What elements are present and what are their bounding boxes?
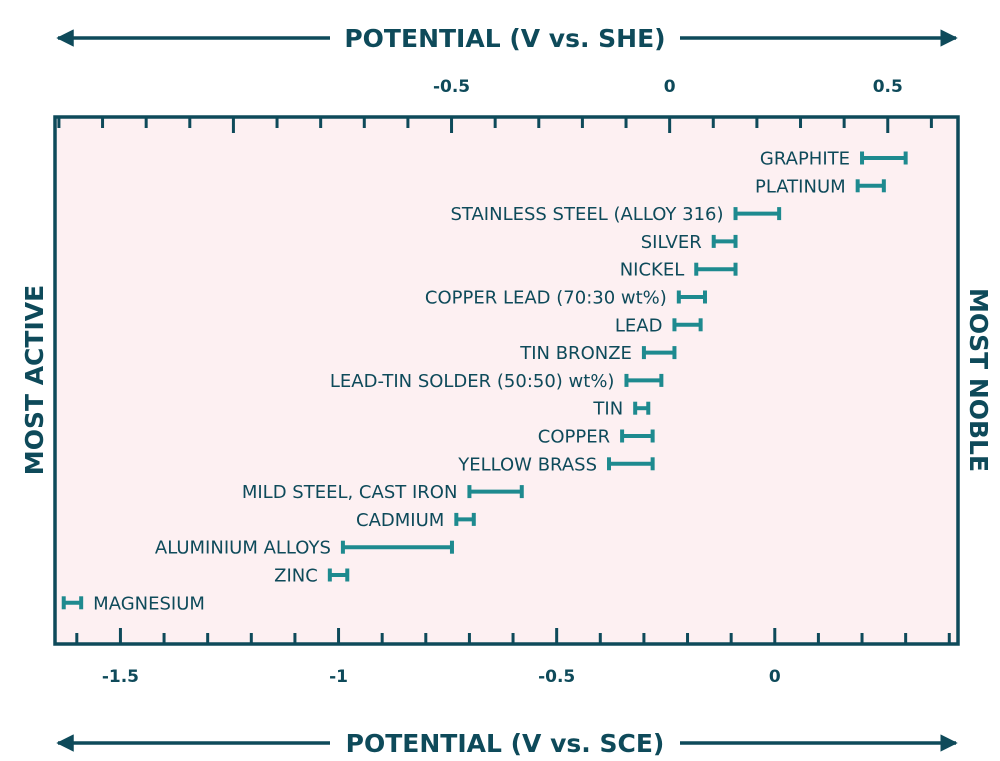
material-label: STAINLESS STEEL (ALLOY 316): [450, 204, 723, 225]
range-bar: [711, 234, 738, 248]
material-label: COPPER: [538, 427, 610, 448]
top-axis-ticks: [57, 117, 933, 133]
range-bar: [327, 568, 350, 582]
material-label: NICKEL: [620, 260, 685, 281]
material-label: TIN BRONZE: [519, 343, 632, 364]
top-axis-title: POTENTIAL (V vs. SHE): [344, 24, 665, 53]
material-label: YELLOW BRASS: [457, 454, 597, 475]
bottom-tick-label: 0: [769, 667, 781, 687]
range-bar: [61, 596, 84, 610]
plot-frame: [53, 115, 960, 646]
range-bars: [61, 151, 908, 610]
range-bar: [624, 373, 664, 387]
top-tick-label: 0: [664, 77, 676, 97]
range-bar: [641, 346, 677, 360]
range-bar: [607, 457, 655, 471]
range-bar: [855, 179, 886, 193]
material-label: SILVER: [641, 232, 702, 253]
material-label: COPPER LEAD (70:30 wt%): [425, 288, 667, 309]
top-axis-tick-labels: -0.500.51: [433, 77, 903, 97]
range-bar: [454, 512, 476, 526]
top-tick-label: -0.5: [433, 77, 470, 97]
range-bar: [340, 540, 454, 554]
material-label: GRAPHITE: [760, 149, 850, 170]
bottom-tick-label: -0.5: [538, 667, 575, 687]
bottom-axis-ticks: [75, 628, 951, 644]
plot-area: [55, 117, 958, 644]
material-label: CADMIUM: [356, 510, 444, 531]
range-bar: [733, 207, 782, 221]
top-tick-label: 0.5: [873, 77, 903, 97]
bottom-axis-title: POTENTIAL (V vs. SCE): [346, 729, 665, 758]
right-side-label: MOST NOBLE: [964, 288, 993, 472]
material-label: MILD STEEL, CAST IRON: [242, 482, 458, 503]
material-label: TIN: [592, 399, 623, 420]
range-bar: [860, 151, 908, 165]
material-label: MAGNESIUM: [93, 593, 205, 614]
left-side-label: MOST ACTIVE: [20, 285, 49, 475]
range-bar: [694, 262, 738, 276]
material-label: ZINC: [274, 566, 318, 587]
material-label: PLATINUM: [755, 176, 846, 197]
range-bar: [467, 485, 524, 499]
material-label: LEAD: [615, 315, 663, 336]
bottom-axis-tick-labels: -1.5 -1 -0.5 0: [102, 667, 781, 687]
material-label: LEAD-TIN SOLDER (50:50) wt%): [330, 371, 615, 392]
material-label: ALUMINIUM ALLOYS: [155, 538, 331, 559]
bottom-tick-label: -1.5: [102, 667, 139, 687]
range-bar: [676, 290, 707, 304]
material-labels: GRAPHITE PLATINUM STAINLESS STEEL (ALLOY 3…: [93, 149, 850, 615]
range-bar: [633, 401, 651, 415]
range-bar: [620, 429, 655, 443]
range-bar: [672, 318, 703, 332]
bottom-tick-label: -1: [329, 667, 348, 687]
